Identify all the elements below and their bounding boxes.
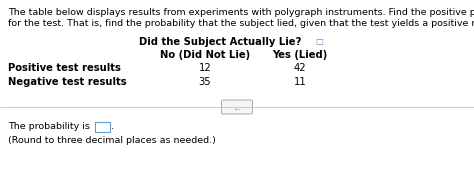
Text: for the test. That is, find the probability that the subject lied, given that th: for the test. That is, find the probabil…	[8, 19, 474, 28]
FancyBboxPatch shape	[221, 100, 253, 114]
Text: The probability is: The probability is	[8, 122, 90, 131]
Text: 35: 35	[199, 77, 211, 87]
Text: Yes (Lied): Yes (Lied)	[273, 50, 328, 60]
FancyBboxPatch shape	[95, 122, 110, 132]
Text: Negative test results: Negative test results	[8, 77, 127, 87]
Text: □: □	[315, 37, 323, 46]
Text: .: .	[111, 122, 114, 131]
Text: Positive test results: Positive test results	[8, 63, 121, 73]
Text: No (Did Not Lie): No (Did Not Lie)	[160, 50, 250, 60]
Text: 42: 42	[294, 63, 306, 73]
Text: The table below displays results from experiments with polygraph instruments. Fi: The table below displays results from ex…	[8, 8, 474, 17]
Text: 11: 11	[293, 77, 306, 87]
Text: Did the Subject Actually Lie?: Did the Subject Actually Lie?	[139, 37, 301, 47]
Text: (Round to three decimal places as needed.): (Round to three decimal places as needed…	[8, 136, 216, 145]
Text: ...: ...	[233, 103, 241, 112]
Text: 12: 12	[199, 63, 211, 73]
